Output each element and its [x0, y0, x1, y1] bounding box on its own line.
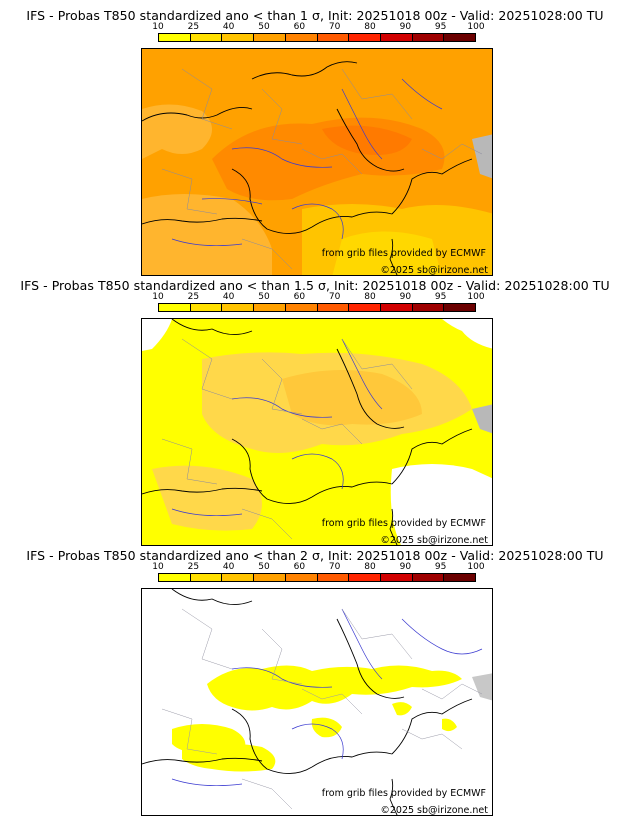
panel-title: IFS - Probas T850 standardized ano < tha… [0, 548, 630, 563]
scale-swatch [191, 34, 223, 41]
scale-swatch [222, 304, 254, 311]
probability-map: from grib files provided by ECMWF ©2025 … [141, 318, 493, 546]
credit-source: from grib files provided by ECMWF [322, 248, 486, 259]
credit-copyright: ©2025 sb@irizone.net [380, 265, 488, 276]
scale-tick-label: 95 [435, 562, 446, 572]
probability-map: from grib files provided by ECMWF ©2025 … [141, 48, 493, 276]
scale-ticks: 10 25 40 50 60 70 80 90 95 100 [158, 292, 476, 302]
scale-swatch [159, 34, 191, 41]
scale-swatch [254, 574, 286, 581]
scale-swatch [413, 574, 445, 581]
scale-swatch [286, 34, 318, 41]
scale-swatch [444, 34, 475, 41]
scale-bar [158, 573, 476, 582]
scale-swatch [286, 304, 318, 311]
scale-swatch [444, 304, 475, 311]
scale-swatch [254, 34, 286, 41]
scale-tick-label: 50 [258, 562, 269, 572]
scale-tick-label: 40 [223, 292, 234, 302]
scale-swatch [222, 34, 254, 41]
scale-swatch [191, 574, 223, 581]
scale-tick-label: 50 [258, 292, 269, 302]
scale-tick-label: 10 [152, 22, 163, 32]
scale-ticks: 10 25 40 50 60 70 80 90 95 100 [158, 562, 476, 572]
scale-tick-label: 60 [294, 562, 305, 572]
scale-swatch [318, 34, 350, 41]
scale-tick-label: 100 [467, 292, 484, 302]
scale-swatch [222, 574, 254, 581]
scale-swatch [413, 34, 445, 41]
color-scale: 10 25 40 50 60 70 80 90 95 100 [158, 562, 476, 587]
color-scale: 10 25 40 50 60 70 80 90 95 100 [158, 292, 476, 317]
scale-swatch [381, 574, 413, 581]
scale-swatch [381, 34, 413, 41]
scale-ticks: 10 25 40 50 60 70 80 90 95 100 [158, 22, 476, 32]
map-graphic [142, 49, 493, 276]
scale-swatch [318, 304, 350, 311]
panel-title: IFS - Probas T850 standardized ano < tha… [0, 278, 630, 293]
scale-tick-label: 100 [467, 562, 484, 572]
scale-tick-label: 10 [152, 562, 163, 572]
credit-copyright: ©2025 sb@irizone.net [380, 805, 488, 816]
scale-tick-label: 60 [294, 292, 305, 302]
scale-tick-label: 60 [294, 22, 305, 32]
scale-tick-label: 90 [400, 22, 411, 32]
scale-tick-label: 100 [467, 22, 484, 32]
scale-tick-label: 10 [152, 292, 163, 302]
scale-tick-label: 50 [258, 22, 269, 32]
scale-tick-label: 95 [435, 292, 446, 302]
scale-swatch [254, 304, 286, 311]
scale-swatch [159, 574, 191, 581]
scale-tick-label: 80 [364, 562, 375, 572]
scale-swatch [444, 574, 475, 581]
scale-swatch [381, 304, 413, 311]
map-graphic [142, 589, 493, 816]
scale-swatch [413, 304, 445, 311]
scale-swatch [349, 34, 381, 41]
scale-tick-label: 90 [400, 562, 411, 572]
scale-swatch [349, 574, 381, 581]
scale-bar [158, 33, 476, 42]
scale-tick-label: 70 [329, 22, 340, 32]
probability-map: from grib files provided by ECMWF ©2025 … [141, 588, 493, 816]
scale-tick-label: 25 [188, 562, 199, 572]
scale-tick-label: 95 [435, 22, 446, 32]
color-scale: 10 25 40 50 60 70 80 90 95 100 [158, 22, 476, 47]
map-graphic [142, 319, 493, 546]
scale-tick-label: 40 [223, 562, 234, 572]
scale-tick-label: 80 [364, 292, 375, 302]
scale-tick-label: 90 [400, 292, 411, 302]
scale-swatch [318, 574, 350, 581]
scale-swatch [349, 304, 381, 311]
scale-swatch [159, 304, 191, 311]
scale-tick-label: 40 [223, 22, 234, 32]
credit-copyright: ©2025 sb@irizone.net [380, 535, 488, 546]
credit-source: from grib files provided by ECMWF [322, 788, 486, 799]
scale-bar [158, 303, 476, 312]
scale-tick-label: 80 [364, 22, 375, 32]
panel-title: IFS - Probas T850 standardized ano < tha… [0, 8, 630, 23]
scale-swatch [286, 574, 318, 581]
scale-tick-label: 70 [329, 562, 340, 572]
scale-tick-label: 25 [188, 292, 199, 302]
scale-swatch [191, 304, 223, 311]
scale-tick-label: 25 [188, 22, 199, 32]
scale-tick-label: 70 [329, 292, 340, 302]
credit-source: from grib files provided by ECMWF [322, 518, 486, 529]
